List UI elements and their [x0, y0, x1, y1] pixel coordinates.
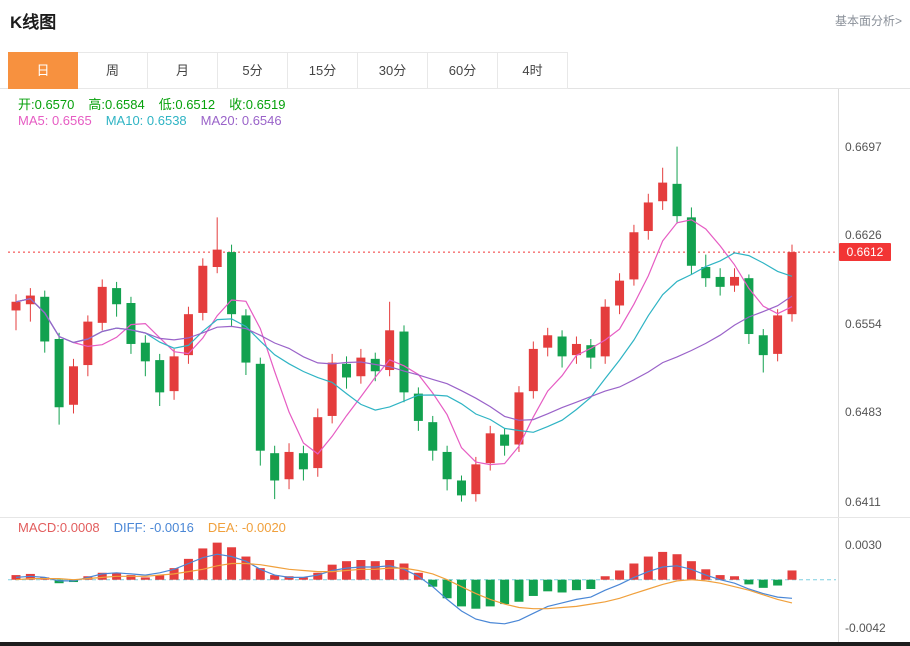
ohlc-legend: 开:0.6570 高:0.6584 低:0.6512 收:0.6519	[18, 94, 300, 113]
tab-week[interactable]: 周	[78, 52, 148, 89]
ohlc-item-1: 高:0.6584	[88, 97, 145, 112]
macd-item-2: DEA: -0.0020	[207, 520, 286, 535]
tab-60min[interactable]: 60分	[428, 52, 498, 89]
price-axis-label: 0.6554	[845, 317, 882, 332]
interval-tabs: 日周月 5分 15分 30分 60分 4时	[8, 52, 568, 89]
tab-month[interactable]: 月	[148, 52, 218, 89]
price-axis-label: 0.6697	[845, 139, 882, 154]
ohlc-item-3: 收:0.6519	[229, 97, 286, 112]
macd-axis-label: -0.0042	[845, 621, 886, 636]
panel-separator	[0, 517, 910, 518]
ohlc-item-0: 开:0.6570	[18, 97, 75, 112]
tab-15min[interactable]: 15分	[288, 52, 358, 89]
fundamental-analysis-link[interactable]: 基本面分析>	[834, 14, 902, 28]
price-axis-label: 0.6411	[845, 494, 881, 509]
macd-item-1: DIFF: -0.0016	[113, 520, 194, 535]
last-price-tag: 0.6612	[839, 243, 891, 262]
macd-item-0: MACD:0.0008	[18, 520, 100, 535]
ohlc-item-2: 低:0.6512	[158, 97, 216, 112]
macd-axis-label: 0.0030	[845, 537, 882, 552]
tab-day[interactable]: 日	[8, 52, 78, 89]
right-axis-line	[838, 89, 839, 642]
ma-item-2: MA20: 0.6546	[200, 113, 282, 128]
price-axis-label: 0.6483	[845, 405, 882, 420]
page-title: K线图	[10, 13, 57, 32]
ma-legend: MA5: 0.6565 MA10: 0.6538 MA20: 0.6546	[18, 113, 296, 128]
price-axis-label: 0.6626	[845, 227, 882, 242]
tab-4hour[interactable]: 4时	[498, 52, 568, 89]
tab-30min[interactable]: 30分	[358, 52, 428, 89]
macd-legend: MACD:0.0008 DIFF: -0.0016 DEA: -0.0020	[18, 520, 300, 535]
tab-5min[interactable]: 5分	[218, 52, 288, 89]
ma-item-0: MA5: 0.6565	[18, 113, 92, 128]
ma-item-1: MA10: 0.6538	[105, 113, 187, 128]
tabs-row: 日周月 5分 15分 30分 60分 4时	[0, 52, 910, 89]
